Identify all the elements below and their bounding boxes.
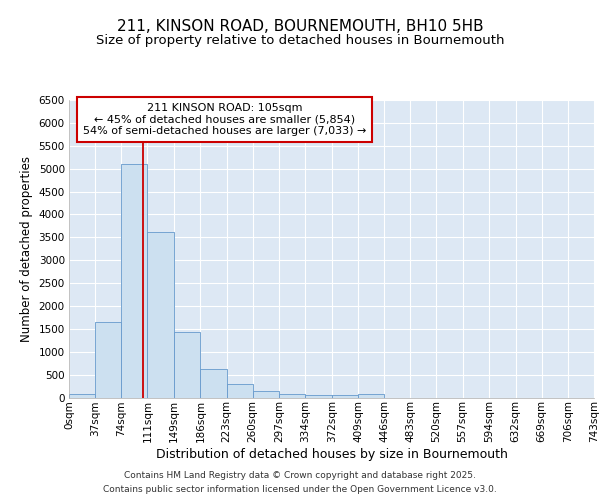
Bar	[69, 394, 95, 398]
Bar	[279, 394, 305, 398]
Bar	[253, 392, 279, 398]
Bar	[227, 384, 253, 398]
Bar	[95, 322, 121, 398]
Y-axis label: Number of detached properties: Number of detached properties	[20, 156, 33, 342]
Bar	[332, 395, 358, 398]
Bar	[174, 332, 200, 398]
Bar	[358, 394, 384, 398]
Bar	[305, 395, 332, 398]
Text: 211 KINSON ROAD: 105sqm
← 45% of detached houses are smaller (5,854)
54% of semi: 211 KINSON ROAD: 105sqm ← 45% of detache…	[83, 103, 366, 136]
Text: Contains HM Land Registry data © Crown copyright and database right 2025.: Contains HM Land Registry data © Crown c…	[124, 472, 476, 480]
Bar	[121, 164, 148, 398]
Bar	[148, 232, 174, 398]
Bar	[200, 369, 227, 398]
Text: Contains public sector information licensed under the Open Government Licence v3: Contains public sector information licen…	[103, 484, 497, 494]
X-axis label: Distribution of detached houses by size in Bournemouth: Distribution of detached houses by size …	[155, 448, 508, 461]
Text: 211, KINSON ROAD, BOURNEMOUTH, BH10 5HB: 211, KINSON ROAD, BOURNEMOUTH, BH10 5HB	[116, 19, 484, 34]
Text: Size of property relative to detached houses in Bournemouth: Size of property relative to detached ho…	[96, 34, 504, 47]
